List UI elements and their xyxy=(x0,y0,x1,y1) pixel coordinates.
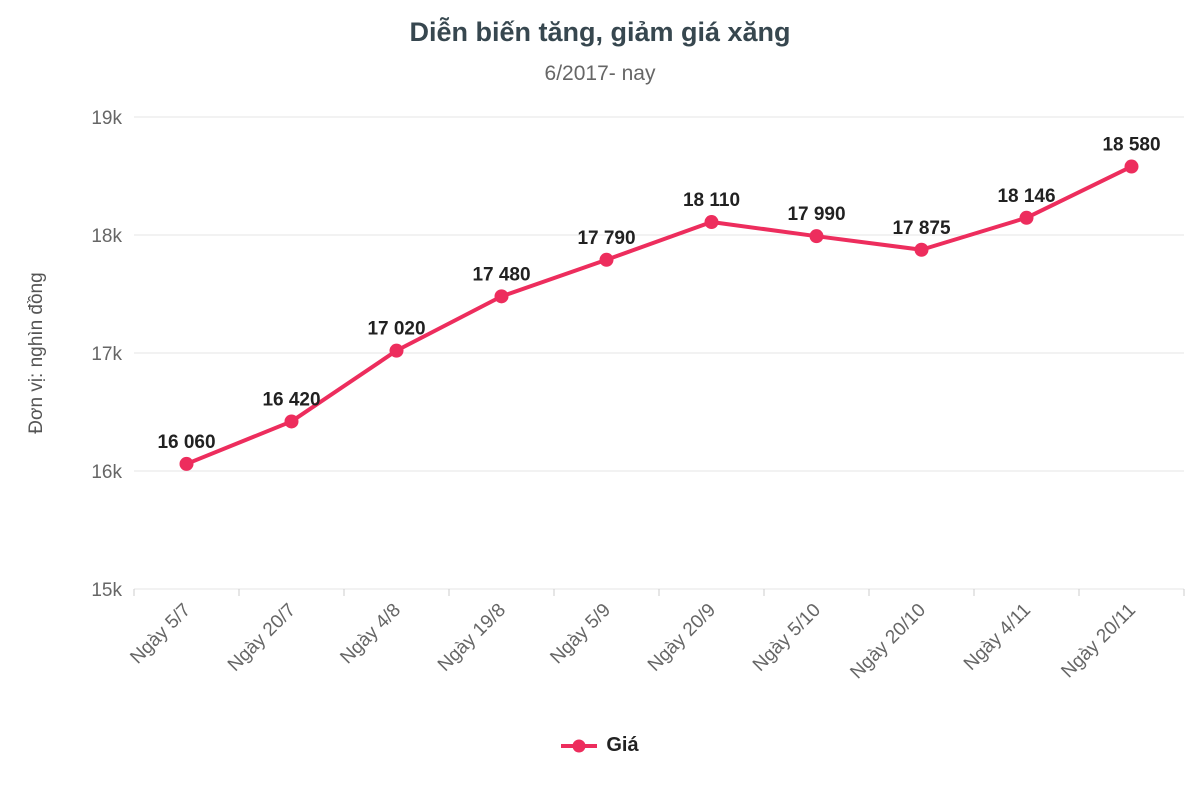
legend-item-gia[interactable]: Giá xyxy=(0,734,1200,757)
data-point-label: 17 480 xyxy=(472,264,530,285)
data-point-label: 17 020 xyxy=(367,319,425,340)
legend-marker-icon xyxy=(561,739,598,752)
data-point-marker[interactable] xyxy=(1124,159,1139,174)
data-point-label: 18 146 xyxy=(997,186,1055,207)
chart-title: Diễn biến tăng, giảm giá xăng xyxy=(409,17,791,47)
series-line xyxy=(184,164,1134,466)
data-point-marker[interactable] xyxy=(494,289,509,304)
data-point-marker[interactable] xyxy=(1019,210,1034,225)
y-tick-label: 19k xyxy=(91,108,122,129)
data-point-label: 17 990 xyxy=(787,204,845,225)
data-point-label: 16 420 xyxy=(262,389,320,410)
data-point-marker[interactable] xyxy=(704,215,719,230)
x-tick-label: Ngày 5/9 xyxy=(546,600,615,669)
x-tick-label: Ngày 20/11 xyxy=(1057,600,1140,683)
data-point-marker[interactable] xyxy=(284,414,299,429)
y-tick-label: 17k xyxy=(91,344,122,365)
y-tick-label: 18k xyxy=(91,226,122,247)
data-point-marker[interactable] xyxy=(914,242,929,257)
data-point-label: 17 790 xyxy=(577,228,635,249)
legend-label: Giá xyxy=(606,734,639,756)
x-tick-label: Ngày 4/8 xyxy=(336,600,405,669)
x-tick-label: Ngày 5/10 xyxy=(749,600,825,676)
x-tick-label: Ngày 20/10 xyxy=(846,600,930,684)
chart-subtitle: 6/2017- nay xyxy=(544,62,656,85)
x-tick-label: Ngày 19/8 xyxy=(434,600,510,676)
data-point-label: 16 060 xyxy=(157,432,215,453)
data-point-marker[interactable] xyxy=(809,229,824,244)
x-tick-label: Ngày 20/7 xyxy=(224,600,300,676)
data-point-marker[interactable] xyxy=(389,343,404,358)
x-tick-label: Ngày 5/7 xyxy=(126,600,195,669)
data-point-marker[interactable] xyxy=(179,456,194,471)
x-tick-label: Ngày 4/11 xyxy=(960,600,1035,675)
x-tick-label: Ngày 20/9 xyxy=(644,600,720,676)
y-tick-label: 16k xyxy=(91,462,122,483)
y-tick-label: 15k xyxy=(91,580,122,601)
data-point-label: 18 580 xyxy=(1102,135,1160,156)
data-point-label: 17 875 xyxy=(892,218,951,239)
data-point-marker[interactable] xyxy=(599,252,614,267)
data-point-label: 18 110 xyxy=(683,190,740,211)
